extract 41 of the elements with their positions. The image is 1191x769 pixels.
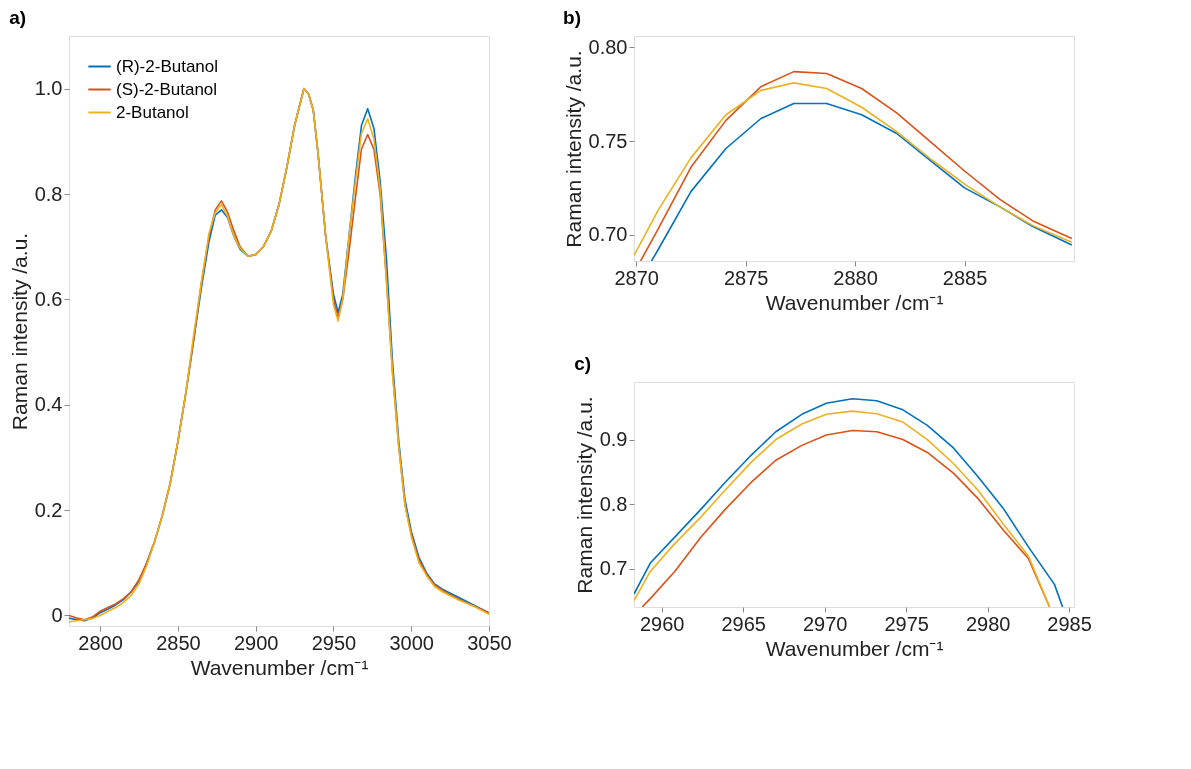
x-axis-title: Wavenumber /cm⁻¹	[765, 636, 944, 660]
legend-label: 2-Butanol	[116, 102, 189, 122]
x-tick-label: 2980	[965, 612, 1011, 635]
x-tick-label: 2885	[942, 266, 988, 289]
y-axis-title: Raman intensity /a.u.	[561, 50, 585, 248]
legend-label: (R)-2-Butanol	[116, 56, 219, 76]
x-tick-label: 2965	[721, 612, 766, 635]
y-tick-label: 0.80	[588, 35, 628, 58]
x-tick-label: 2975	[884, 612, 929, 635]
x-tick-label: 3050	[467, 631, 512, 654]
x-tick-label: 2970	[802, 612, 848, 635]
chart-title: a)	[9, 7, 27, 28]
x-tick-label: 3000	[389, 631, 434, 654]
x-tick-label: 2850	[156, 631, 201, 654]
y-tick-label: 0.8	[599, 492, 628, 515]
x-tick-label: 2880	[833, 266, 878, 289]
y-tick-label: 0.7	[599, 557, 628, 580]
chart-title: b)	[563, 7, 582, 28]
y-tick-label: 0.9	[599, 428, 628, 451]
line-series	[650, 102, 1073, 261]
y-tick-label: 0.70	[588, 223, 628, 246]
y-axis-title: Raman intensity /a.u.	[7, 232, 31, 431]
y-axis-title: Raman intensity /a.u.	[572, 396, 596, 594]
x-tick-label: 2800	[78, 631, 123, 654]
x-tick-label: 2960	[639, 612, 685, 635]
x-tick-label: 2875	[723, 266, 769, 289]
y-tick-label: 0.4	[34, 393, 63, 416]
x-axis-title: Wavenumber /cm⁻¹	[190, 655, 369, 679]
y-tick-label: 0.8	[34, 182, 63, 205]
x-tick-label: 2870	[614, 266, 659, 289]
x-axis-title: Wavenumber /cm⁻¹	[765, 290, 944, 314]
y-tick-label: 1.0	[34, 77, 63, 100]
x-tick-label: 2950	[311, 631, 357, 654]
x-tick-label: 2985	[1047, 612, 1092, 635]
chart-title: c)	[574, 353, 592, 374]
y-tick-label: 0	[51, 603, 63, 626]
x-tick-label: 2900	[233, 631, 279, 654]
y-tick-label: 0.75	[588, 129, 628, 152]
y-tick-label: 0.2	[34, 498, 63, 521]
legend-label: (S)-2-Butanol	[116, 79, 218, 99]
y-tick-label: 0.6	[34, 287, 63, 310]
